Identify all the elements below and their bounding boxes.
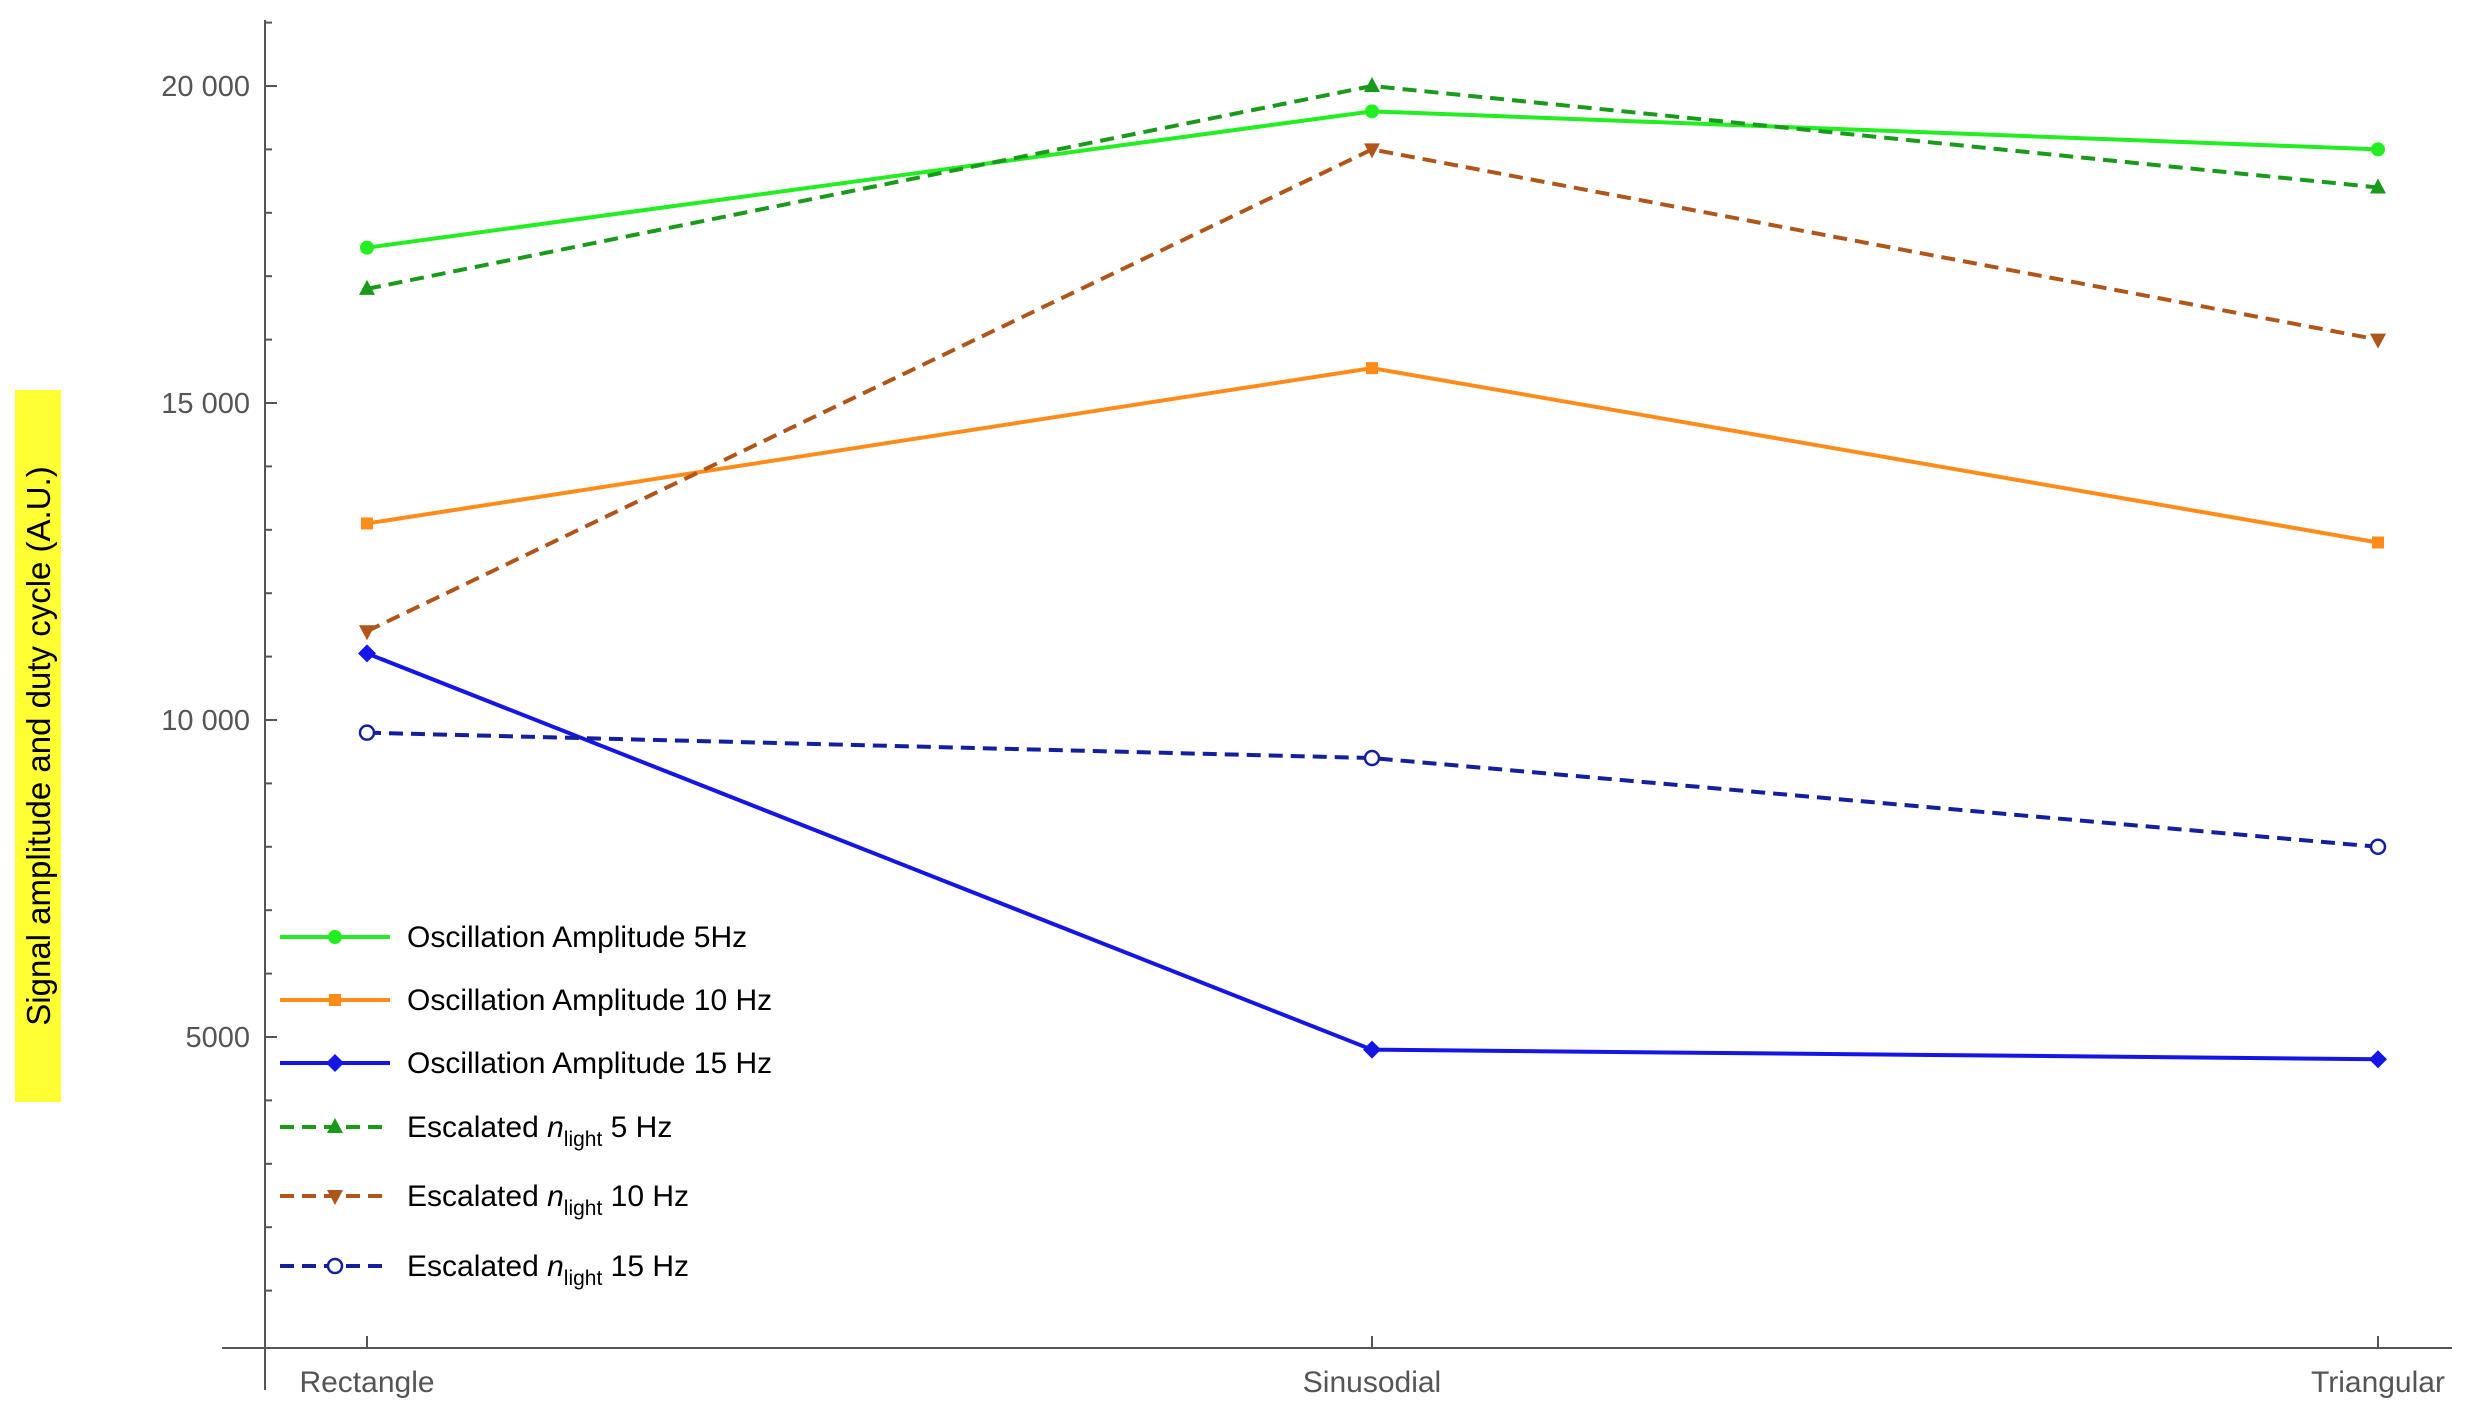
legend-label: Oscillation Amplitude 5Hz — [407, 921, 747, 954]
series-4 — [359, 77, 2386, 295]
series-5-point — [359, 625, 375, 641]
series-1-point — [2371, 142, 2385, 157]
legend: Oscillation Amplitude 5Hz Oscillation Amp… — [280, 921, 772, 1290]
series-layer — [358, 77, 2387, 1069]
y-tick-label: 15 000 — [161, 388, 250, 420]
series-3-point — [358, 644, 376, 663]
series-1-point — [360, 240, 374, 255]
axes: 5000 10 000 15 000 20 000 Rectangle Sinusodia… — [161, 20, 2452, 1399]
series-6-point — [2369, 838, 2387, 856]
legend-swatch-marker — [326, 1054, 344, 1072]
series-5-line — [366, 147, 2379, 634]
series-2 — [361, 362, 2384, 549]
y-tick-label: 5000 — [185, 1022, 250, 1054]
series-2-line — [366, 366, 2379, 545]
x-tick-label-triangular: Triangular — [2311, 1366, 2445, 1399]
legend-item-5: Escalated nlight 10 Hz — [280, 1180, 689, 1220]
series-1-point — [1365, 104, 1379, 119]
series-3 — [358, 644, 2387, 1069]
legend-item-4: Escalated nlight 5 Hz — [280, 1111, 672, 1151]
y-tick-label: 10 000 — [161, 705, 250, 737]
legend-item-6: Escalated nlight 15 Hz — [280, 1250, 689, 1290]
y-axis-label-group: Signal amplitude and duty cycle (A.U.) — [15, 390, 61, 1102]
x-tick-label-rectangle: Rectangle — [299, 1366, 434, 1399]
y-tick-label: 20 000 — [161, 71, 250, 103]
legend-label: Escalated nlight 10 Hz — [407, 1180, 689, 1220]
legend-item-3: Oscillation Amplitude 15 Hz — [280, 1047, 772, 1080]
series-3-point — [2369, 1050, 2387, 1069]
legend-label: Escalated nlight 5 Hz — [407, 1111, 672, 1151]
legend-label: Escalated nlight 15 Hz — [407, 1250, 689, 1290]
series-6-point — [358, 724, 376, 741]
series-3-point — [1363, 1040, 1381, 1059]
legend-item-1: Oscillation Amplitude 5Hz — [280, 921, 747, 954]
series-4-point — [359, 279, 375, 295]
y-axis-label: Signal amplitude and duty cycle (A.U.) — [20, 466, 57, 1025]
legend-swatch-marker — [327, 1118, 343, 1133]
legend-swatch-marker — [327, 1190, 343, 1205]
series-5-point — [1364, 143, 1380, 159]
series-4-point — [2370, 178, 2386, 194]
legend-swatch-marker — [326, 1257, 344, 1275]
y-axis-label-highlight — [15, 390, 61, 1102]
legend-item-2: Oscillation Amplitude 10 Hz — [280, 984, 772, 1017]
legend-swatch-marker — [328, 930, 342, 944]
series-2-point — [361, 517, 373, 530]
legend-label: Oscillation Amplitude 10 Hz — [407, 984, 772, 1017]
x-tick-label-sinusodial: Sinusodial — [1303, 1366, 1441, 1399]
series-2-point — [1366, 362, 1378, 375]
series-5-point — [2370, 333, 2386, 349]
series-6-point — [1363, 749, 1381, 767]
legend-label: Oscillation Amplitude 15 Hz — [407, 1047, 772, 1080]
series-6-line — [366, 730, 2379, 849]
series-1 — [360, 104, 2385, 255]
series-4-point — [1364, 77, 1380, 92]
legend-swatch-marker — [329, 994, 341, 1006]
series-5 — [359, 143, 2386, 641]
series-2-point — [2372, 536, 2384, 549]
series-1-line — [366, 109, 2379, 250]
series-6 — [358, 724, 2387, 856]
